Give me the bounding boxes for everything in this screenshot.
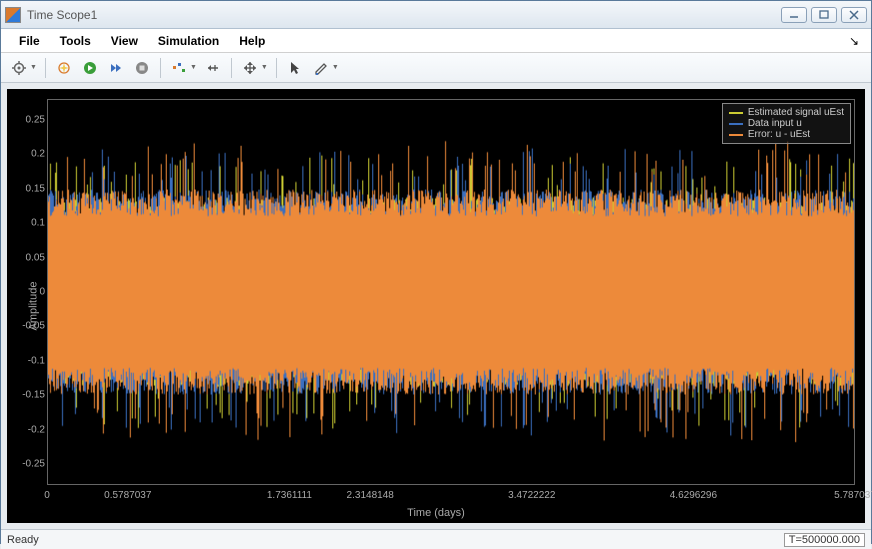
annotate-icon <box>313 60 329 76</box>
gear-icon <box>11 60 27 76</box>
y-tick: -0.25 <box>22 459 45 470</box>
toolbar-separator <box>276 58 277 78</box>
y-tick: 0.1 <box>31 218 45 229</box>
toolbar-separator <box>231 58 232 78</box>
legend-label-1: Data input u <box>748 118 802 129</box>
maximize-icon <box>816 7 832 23</box>
y-tick: -0.05 <box>22 321 45 332</box>
plot-container: Amplitude Time (days) Estimated signal u… <box>7 89 865 523</box>
maximize-button[interactable] <box>811 7 837 23</box>
x-tick: 4.6296296 <box>670 490 717 501</box>
legend-item-0[interactable]: Estimated signal uEst <box>729 107 844 118</box>
readout-toggle-icon[interactable]: ↘ <box>849 34 863 48</box>
x-tick: 0 <box>44 490 50 501</box>
legend-label-2: Error: u - uEst <box>748 129 810 140</box>
time-readout: T=500000.000 <box>784 533 865 547</box>
x-tick: 0.5787037 <box>104 490 151 501</box>
plot-area[interactable] <box>47 99 855 485</box>
menu-view[interactable]: View <box>101 34 148 48</box>
x-axis-label: Time (days) <box>407 507 465 519</box>
toolbar: ▼ ▼ ▼ ▼ <box>1 53 871 83</box>
minimize-icon <box>786 7 802 23</box>
close-icon <box>846 7 862 23</box>
minimize-button[interactable] <box>781 7 807 23</box>
x-tick: 3.4722222 <box>508 490 555 501</box>
window-title: Time Scope1 <box>27 8 781 22</box>
legend-item-2[interactable]: Error: u - uEst <box>729 129 844 140</box>
step-button[interactable] <box>104 56 128 80</box>
menubar: File Tools View Simulation Help ↘ <box>1 29 871 53</box>
app-icon <box>5 7 21 23</box>
menu-tools[interactable]: Tools <box>50 34 101 48</box>
triggers-icon <box>171 60 187 76</box>
x-tick: 2.3148148 <box>347 490 394 501</box>
legend[interactable]: Estimated signal uEst Data input u Error… <box>722 103 851 144</box>
annotate-button[interactable] <box>309 56 333 80</box>
zoom-icon <box>242 60 258 76</box>
menu-help[interactable]: Help <box>229 34 275 48</box>
step-icon <box>108 60 124 76</box>
toolbar-separator <box>45 58 46 78</box>
y-tick: -0.2 <box>28 424 45 435</box>
config-dropdown[interactable]: ▼ <box>30 64 39 71</box>
legend-swatch-2 <box>729 134 743 136</box>
run-button[interactable] <box>78 56 102 80</box>
y-tick: 0.25 <box>26 114 45 125</box>
menu-file[interactable]: File <box>9 34 50 48</box>
y-tick: 0.15 <box>26 183 45 194</box>
y-tick: 0.05 <box>26 252 45 263</box>
legend-swatch-0 <box>729 112 743 114</box>
config-button[interactable] <box>7 56 31 80</box>
step-back-button[interactable] <box>201 56 225 80</box>
highlight-button[interactable] <box>52 56 76 80</box>
stop-button[interactable] <box>130 56 154 80</box>
y-tick: -0.15 <box>22 390 45 401</box>
legend-swatch-1 <box>729 123 743 125</box>
x-tick: 1.7361111 <box>267 490 312 501</box>
cursor-icon <box>287 60 303 76</box>
y-tick: 0.2 <box>31 149 45 160</box>
step-back-icon <box>205 60 221 76</box>
x-tick: 5.787037 <box>834 490 872 501</box>
menu-simulation[interactable]: Simulation <box>148 34 229 48</box>
toolbar-separator <box>160 58 161 78</box>
plot-canvas <box>48 100 854 484</box>
titlebar: Time Scope1 <box>1 1 871 29</box>
window-buttons <box>781 7 867 23</box>
zoom-dropdown[interactable]: ▼ <box>261 64 270 71</box>
cursor-button[interactable] <box>283 56 307 80</box>
triggers-button[interactable] <box>167 56 191 80</box>
highlight-icon <box>56 60 72 76</box>
y-tick: 0 <box>39 287 45 298</box>
stop-icon <box>134 60 150 76</box>
triggers-dropdown[interactable]: ▼ <box>190 64 199 71</box>
statusbar: Ready T=500000.000 <box>1 529 871 549</box>
close-button[interactable] <box>841 7 867 23</box>
legend-label-0: Estimated signal uEst <box>748 107 844 118</box>
run-icon <box>82 60 98 76</box>
legend-item-1[interactable]: Data input u <box>729 118 844 129</box>
annotate-dropdown[interactable]: ▼ <box>332 64 341 71</box>
zoom-button[interactable] <box>238 56 262 80</box>
y-tick: -0.1 <box>28 355 45 366</box>
